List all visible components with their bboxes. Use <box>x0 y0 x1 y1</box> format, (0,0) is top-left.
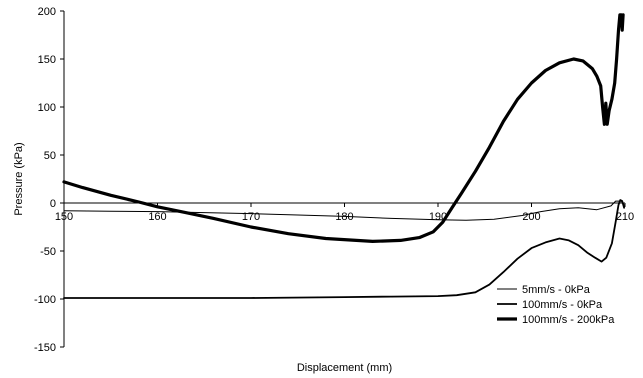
x-tick-label: 180 <box>335 211 353 223</box>
x-tick-label: 150 <box>55 211 73 223</box>
y-tick-label: 200 <box>38 6 56 18</box>
series-line-1 <box>63 200 625 221</box>
series-line-3 <box>62 13 625 243</box>
y-tick-label: 150 <box>38 54 56 66</box>
legend-label-3: 100mm/s - 200kPa <box>522 314 615 326</box>
y-tick-label: 0 <box>50 198 56 210</box>
y-tick-label: -50 <box>40 246 56 258</box>
y-tick-label: 100 <box>38 102 56 114</box>
x-tick-label: 210 <box>616 211 634 223</box>
x-tick-label: 170 <box>242 211 260 223</box>
y-tick-label: -150 <box>34 342 56 354</box>
y-tick-label: -100 <box>34 294 56 306</box>
legend: 5mm/s - 0kPa 100mm/s - 0kPa 100mm/s - 200k… <box>497 284 615 326</box>
legend-label-2: 100mm/s - 0kPa <box>522 299 603 311</box>
y-tick-label: 50 <box>44 150 56 162</box>
plot-lines <box>62 13 625 299</box>
x-axis-title: Displacement (mm) <box>297 362 392 374</box>
y-axis-title: Pressure (kPa) <box>13 142 25 215</box>
legend-label-1: 5mm/s - 0kPa <box>522 284 591 296</box>
x-tick-label: 200 <box>522 211 540 223</box>
x-tick-label: 160 <box>148 211 166 223</box>
series-line-2 <box>63 199 625 299</box>
